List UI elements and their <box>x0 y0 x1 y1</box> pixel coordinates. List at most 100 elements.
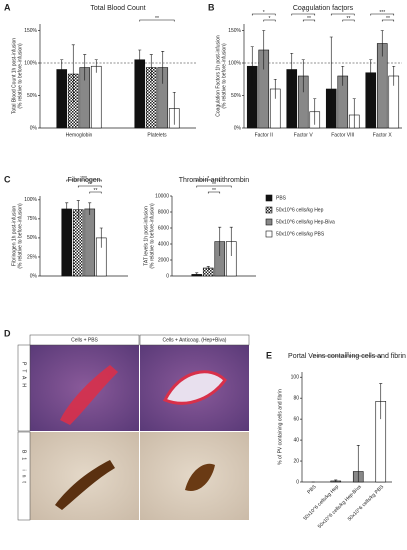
error-bar <box>218 226 222 256</box>
bar <box>72 209 84 277</box>
significance-label: ** <box>212 182 216 188</box>
y-tick-label: 80 <box>293 396 299 402</box>
significance-bracket <box>342 19 355 22</box>
panel-letter: E <box>266 350 272 360</box>
x-tick-label: PBS <box>306 484 318 496</box>
significance-bracket <box>196 179 221 182</box>
significance-label: ** <box>212 188 216 194</box>
bar <box>61 208 73 277</box>
row-header <box>17 344 31 432</box>
vessel <box>162 370 227 405</box>
y-tick-label: 50% <box>231 93 242 99</box>
significance-bracket <box>302 19 316 22</box>
y-axis-label: (% relative to before-infusion) <box>149 203 155 269</box>
chart-title: Portal Veins containing cells and fibrin <box>288 353 406 360</box>
bar <box>90 65 102 129</box>
bar <box>134 59 146 129</box>
column-label: Cells + PBS <box>71 337 98 343</box>
error-bar <box>392 65 396 86</box>
vessel <box>185 463 215 491</box>
y-tick-label: 20 <box>293 458 299 464</box>
legend-swatch <box>265 218 273 226</box>
histology: D Cells + PBS Cells + Anticoag. (Hep+Biv… <box>4 328 250 521</box>
error-bar <box>76 200 80 219</box>
error-bar <box>334 479 338 482</box>
chart-title: Total Blood Count <box>90 5 145 12</box>
row-label: PTAH <box>21 362 27 391</box>
y-tick-label: 150% <box>228 28 241 34</box>
error-bar <box>149 54 153 81</box>
y-tick-label: 75% <box>27 216 38 222</box>
error-bar <box>329 36 333 128</box>
y-tick-label: 100% <box>24 60 37 66</box>
error-bar <box>301 59 305 93</box>
y-axis-label: % of PV containing cells and fibrin <box>277 389 283 465</box>
error-bar <box>206 266 210 270</box>
significance-bracket <box>291 13 316 16</box>
row-label: B1 int <box>21 450 27 487</box>
error-bar <box>380 30 384 57</box>
y-tick-label: 25% <box>27 254 38 260</box>
error-bar <box>273 78 277 99</box>
significance-label: ** <box>307 16 311 22</box>
error-bar <box>250 46 254 86</box>
significance-label: * <box>207 176 209 182</box>
significance-label: ** <box>345 352 349 358</box>
x-tick-label: Factor VIII <box>331 132 354 138</box>
significance-label: *** <box>379 10 385 16</box>
y-axis-label: Total Blood Count 1h post-infusion <box>11 38 17 114</box>
significance-bracket <box>139 19 175 22</box>
error-bar <box>369 59 373 86</box>
significance-label: ** <box>94 188 98 194</box>
significance-label: ** <box>386 16 390 22</box>
legend-label: 50x10^6 cells/kg PBS <box>276 231 325 237</box>
legend-label: 50x10^6 cells/kg Hep-Biva <box>276 219 335 225</box>
significance-label: ** <box>347 16 351 22</box>
y-tick-label: 6000 <box>158 225 169 231</box>
error-bar <box>229 226 233 256</box>
significance-bracket <box>370 13 395 16</box>
significance-label: * <box>342 10 344 16</box>
significance-bracket <box>251 13 276 16</box>
error-bar <box>379 383 383 420</box>
panel-letter: A <box>4 2 11 12</box>
significance-bracket <box>66 179 102 182</box>
error-bar <box>88 202 92 216</box>
chart-title: Coagulation factors <box>293 5 354 12</box>
legend-label: 50x10^6 cells/kg Hep <box>276 207 324 213</box>
error-bar <box>313 98 317 125</box>
significance-bracket <box>381 19 395 22</box>
error-bar <box>262 30 266 70</box>
y-tick-label: 150% <box>24 28 37 34</box>
x-tick-label: Factor X <box>373 132 393 138</box>
error-bar <box>356 445 360 482</box>
row-header <box>17 431 31 521</box>
y-axis-label: (% relative to before-infusion) <box>221 43 227 109</box>
y-axis-label: Coagulation Factors 1h post-infusion <box>215 35 221 117</box>
significance-label: * <box>269 16 271 22</box>
y-tick-label: 40 <box>293 437 299 443</box>
vessel <box>60 365 118 425</box>
x-tick-label: Platelets <box>147 132 167 138</box>
significance-bracket <box>312 355 382 358</box>
y-tick-label: 100% <box>228 60 241 66</box>
x-tick-label: Hemoglobin <box>66 132 93 138</box>
error-bar <box>172 91 176 125</box>
vessel <box>55 460 115 510</box>
column-header <box>139 334 250 346</box>
error-bar <box>290 52 294 86</box>
significance-label: ** <box>155 16 159 22</box>
legend-swatch <box>265 230 273 238</box>
significance-bracket <box>330 13 355 16</box>
significance-bracket <box>196 185 232 188</box>
error-bar <box>60 59 64 80</box>
y-tick-label: 2000 <box>158 257 169 263</box>
significance-bracket <box>207 191 221 194</box>
y-axis-label: (% relative to before-infusion) <box>17 203 23 269</box>
error-bar <box>65 202 69 216</box>
y-tick-label: 100% <box>24 197 37 203</box>
column-header <box>29 334 140 346</box>
y-tick-label: 50% <box>27 93 38 99</box>
error-bar <box>94 59 98 73</box>
